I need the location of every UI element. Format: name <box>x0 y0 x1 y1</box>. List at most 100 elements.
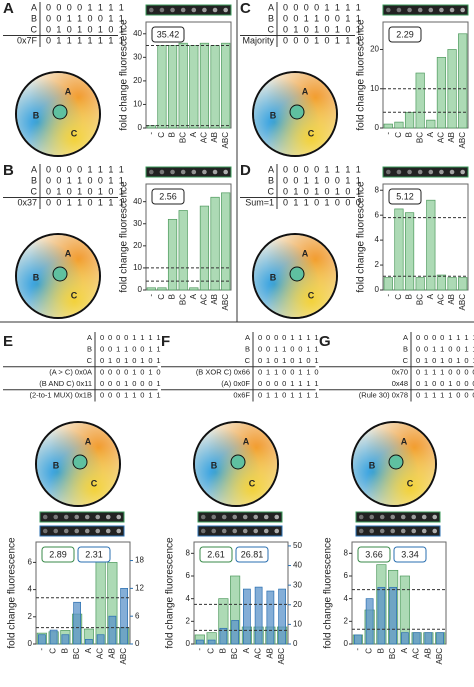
y-tick-label: 0 <box>344 639 349 648</box>
bar <box>415 277 425 291</box>
bar <box>49 629 58 645</box>
zone-label: C <box>308 290 315 300</box>
bar <box>424 632 433 645</box>
panel-label: F <box>161 333 170 350</box>
annotation: 35.42 <box>157 29 180 39</box>
bar <box>96 634 105 645</box>
panel-label: D <box>240 162 251 179</box>
row-bits: 0 0 0 0 1 1 1 1 <box>46 2 125 12</box>
gel-strip <box>382 4 469 16</box>
row-bits: 0 0 0 1 0 1 1 1 <box>283 35 362 45</box>
plot-frame <box>145 183 232 291</box>
gel-spot <box>274 528 280 534</box>
row-bits: 0 0 0 0 1 1 1 1 <box>258 333 319 342</box>
gel-spot <box>74 528 80 534</box>
y-tick-label: 40 <box>133 29 142 38</box>
x-tick-label: C <box>207 648 216 654</box>
row-bits: 0 1 1 0 1 0 0 0 <box>283 197 362 207</box>
gel-spot <box>253 528 259 534</box>
y-tick-label: 6 <box>28 558 33 567</box>
y-tick-label: 30 <box>133 219 142 228</box>
row-name: 0x7F <box>17 35 38 45</box>
gel-spot <box>63 528 69 534</box>
panel-label: C <box>240 0 251 17</box>
zone-label: A <box>85 436 92 446</box>
gel-spot <box>42 528 48 534</box>
row-bits: 0 0 1 1 0 0 1 1 <box>46 13 125 23</box>
bar <box>266 590 275 645</box>
cell-node <box>230 454 246 470</box>
gel-strip <box>39 525 125 537</box>
bar <box>254 586 263 645</box>
y2-tick-label: 18 <box>135 556 144 565</box>
x-tick-label: AC <box>200 132 209 143</box>
x-tick-label: C <box>49 648 58 654</box>
gel-spot <box>386 169 391 175</box>
row-bits: 0 0 1 1 0 0 1 1 <box>416 344 474 353</box>
bar <box>436 632 445 645</box>
bar <box>447 49 457 129</box>
annotation-box <box>235 546 269 563</box>
x-tick-label: AB <box>265 648 274 659</box>
row-name: (B XOR C) 0x66 <box>196 367 250 376</box>
gel-spot <box>74 514 80 520</box>
bar <box>196 639 204 645</box>
row-bits: 0 1 0 0 1 0 0 0 <box>416 379 474 388</box>
y-tick-label: 8 <box>375 185 380 194</box>
y-tick-label: 2 <box>344 616 349 625</box>
row-name: C <box>268 24 275 34</box>
gel-spot <box>428 7 434 13</box>
zone-label: A <box>302 86 309 96</box>
bar <box>221 42 231 129</box>
row-name: (A) 0x0F <box>221 379 250 388</box>
gel-spot <box>396 7 402 13</box>
bar <box>189 287 199 291</box>
zone-label: A <box>401 436 408 446</box>
x-tick-label: ABC <box>458 294 467 311</box>
bar <box>120 588 128 645</box>
gel-spot <box>212 169 218 175</box>
y-tick-label: 6 <box>186 571 191 580</box>
row-name: C <box>87 356 93 365</box>
row-name: A <box>268 2 274 12</box>
y-axis-label: fold change fluorescence <box>119 181 130 293</box>
y-tick-label: 4 <box>28 585 33 594</box>
x-tick-label: AC <box>96 648 105 659</box>
bar <box>389 586 398 645</box>
x-tick-label: C <box>157 294 166 300</box>
y-tick-label: 4 <box>186 594 191 603</box>
y-tick-label: 0 <box>138 285 143 294</box>
annotation: 2.56 <box>159 191 177 201</box>
gel-spot <box>411 514 417 520</box>
gel-spot <box>390 514 396 520</box>
zone-label: C <box>91 478 98 488</box>
gel-strip <box>39 511 125 523</box>
gel-spot <box>439 7 444 13</box>
cell-node <box>72 454 88 470</box>
row-bits: 0 1 0 1 0 1 0 1 <box>258 356 319 365</box>
row-name: Sum=1 <box>245 197 274 207</box>
x-tick-label: AC <box>437 132 446 143</box>
x-tick-label: ABC <box>221 294 230 311</box>
gel-spot <box>432 514 438 520</box>
gel-spot <box>42 514 48 520</box>
bar <box>401 632 409 645</box>
bar <box>394 208 404 291</box>
gel-spot <box>116 514 122 520</box>
x-tick-label: ABC <box>435 648 444 665</box>
gel-spot <box>407 7 412 13</box>
row-name: 0x48 <box>392 379 408 388</box>
x-tick-label: A <box>189 293 198 299</box>
annotation: 3.66 <box>365 549 383 559</box>
bar <box>243 588 251 645</box>
bar <box>73 601 81 645</box>
gel-spot <box>221 514 227 520</box>
gel-spot <box>232 514 238 520</box>
plot-frame <box>382 21 469 129</box>
y2-tick-label: 0 <box>135 639 140 648</box>
zone-label: C <box>407 478 414 488</box>
cell-node <box>289 266 305 282</box>
row-name: A <box>268 164 274 174</box>
row-bits: 0 0 0 0 1 1 1 1 <box>283 164 362 174</box>
x-tick-label: - <box>195 648 204 651</box>
